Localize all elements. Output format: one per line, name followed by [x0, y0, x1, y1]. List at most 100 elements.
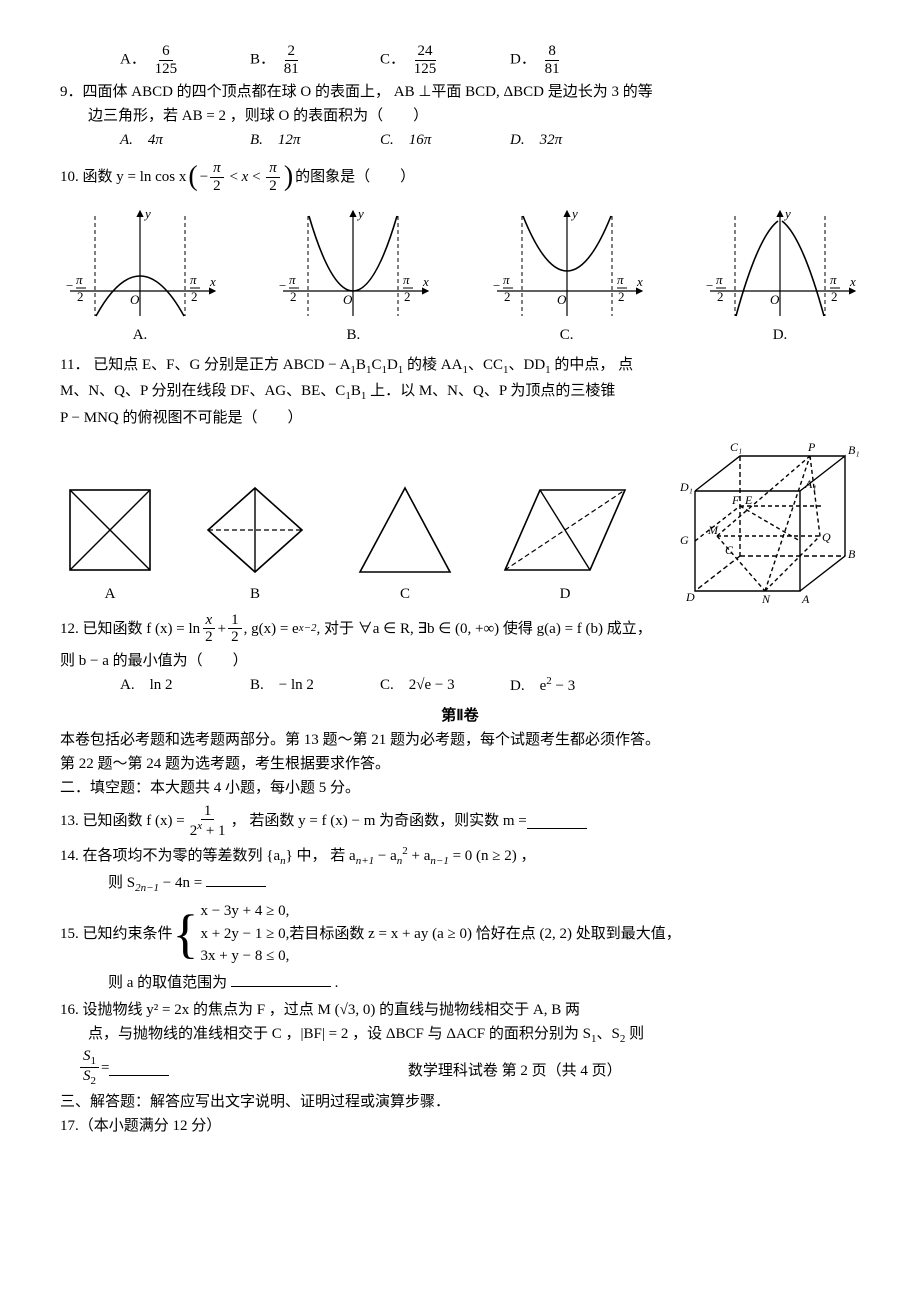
- svg-text:−: −: [279, 278, 286, 293]
- blank: [206, 871, 266, 887]
- opt-label: A．: [120, 51, 146, 67]
- svg-text:2: 2: [404, 289, 411, 304]
- q8-choices: A． 6 125 B． 2 81 C． 24 125 D． 8 81: [60, 43, 860, 77]
- svg-text:−: −: [706, 278, 713, 293]
- svg-text:M: M: [707, 523, 719, 537]
- fraction: π 2: [210, 160, 224, 194]
- part2-desc2: 第 22 题～第 24 题为选考题，考生根据要求作答。: [60, 752, 860, 776]
- svg-text:π: π: [503, 272, 510, 287]
- brace-icon: {: [173, 907, 199, 961]
- fraction: π 2: [266, 160, 280, 194]
- shape-B: [200, 480, 310, 580]
- svg-text:2: 2: [831, 289, 838, 304]
- svg-text:C: C: [725, 543, 734, 557]
- plot-B: y x O − π 2 π 2: [273, 206, 433, 321]
- part2-title: 第Ⅱ卷: [60, 704, 860, 728]
- svg-text:2: 2: [191, 289, 198, 304]
- svg-text:D: D: [685, 590, 695, 604]
- svg-text:B: B: [848, 547, 856, 561]
- label-C: C.: [560, 323, 574, 347]
- q10-panel-D: y x O − π 2 π 2 D.: [700, 206, 860, 347]
- c3: 3x + y − 8 ≤ 0,: [200, 945, 289, 968]
- svg-text:B₁: B₁: [848, 443, 860, 457]
- label-B: B: [250, 582, 260, 606]
- lt: < x <: [226, 165, 265, 189]
- plot-C: y x O − π 2 π 2: [487, 206, 647, 321]
- fraction: 6 125: [152, 43, 181, 77]
- q14-line1: 14. 在各项均不为零的等差数列 {an} 中， 若 an+1 − an2 + …: [60, 843, 860, 871]
- neg: −: [200, 165, 208, 189]
- q9-line1: 9．四面体 ABCD 的四个顶点都在球 O 的表面上， AB ⊥平面 BCD, …: [60, 80, 860, 104]
- svg-text:π: π: [403, 272, 410, 287]
- svg-text:π: π: [617, 272, 624, 287]
- part2-desc1: 本卷包括必考题和选考题两部分。第 13 题～第 21 题为必考题，每个试题考生都…: [60, 728, 860, 752]
- q9-line2: 边三角形，若 AB = 2 ，则球 O 的表面积为（ ）: [60, 104, 860, 128]
- svg-text:−: −: [66, 278, 73, 293]
- q10-panel-A: y x O − π 2 π 2 A.: [60, 206, 220, 347]
- q10-stem: 10. 函数 y = ln cos x ( − π 2 < x < π 2 ) …: [60, 155, 860, 200]
- q11-panel-D: D: [500, 480, 630, 606]
- q9-optC: C. 16π: [380, 128, 470, 152]
- blank: [109, 1060, 169, 1076]
- label-D: D: [560, 582, 571, 606]
- svg-text:2: 2: [618, 289, 625, 304]
- svg-text:x: x: [209, 274, 216, 289]
- label-D: D.: [773, 323, 788, 347]
- svg-text:2: 2: [77, 289, 84, 304]
- fraction: 1 2: [228, 612, 242, 646]
- sec2-title: 二．填空题：本大题共 4 小题，每小题 5 分。: [60, 776, 860, 800]
- svg-text:Q: Q: [822, 530, 831, 544]
- q13: 13. 已知函数 f (x) = 1 2x + 1 ， 若函数 y = f (x…: [60, 803, 860, 840]
- svg-text:2: 2: [717, 289, 724, 304]
- fraction: x 2: [202, 612, 216, 646]
- svg-text:y: y: [783, 206, 791, 221]
- q12-line2: 则 b − a 的最小值为（ ）: [60, 649, 860, 673]
- opt-label: B．: [250, 51, 275, 67]
- svg-text:E: E: [744, 493, 753, 507]
- q15: 15. 已知约束条件 { x − 3y + 4 ≥ 0, x + 2y − 1 …: [60, 900, 860, 968]
- q11-panels: A B C D: [60, 436, 860, 606]
- q16: 16. 设抛物线 y² = 2x 的焦点为 F ，过点 M (√3, 0) 的直…: [60, 998, 860, 1088]
- q11-line2: M、N、Q、P 分别在线段 DF、AG、BE、C1B1 上．以 M、N、Q、P …: [60, 379, 860, 406]
- q8-optD: D． 8 81: [510, 43, 600, 77]
- q12-optC: C. 2√e − 3: [380, 673, 470, 697]
- fraction: S1 S2: [80, 1048, 99, 1087]
- svg-text:O: O: [130, 292, 140, 307]
- svg-text:x: x: [849, 274, 856, 289]
- svg-text:O: O: [343, 292, 353, 307]
- q12-stem: 12. 已知函数 f (x) = ln x 2 + 1 2 , g(x) = e…: [60, 612, 860, 646]
- q12-optB: B. − ln 2: [250, 673, 340, 697]
- q10-pre: 10. 函数 y = ln cos x: [60, 165, 186, 189]
- fraction: 8 81: [542, 43, 563, 77]
- q11-panel-A: A: [60, 480, 160, 606]
- svg-text:C₁: C₁: [730, 440, 742, 454]
- q10-panels: y x O − π 2 π 2 A. y x O − π 2 π: [60, 206, 860, 347]
- q10-post: 的图象是（ ）: [295, 165, 415, 189]
- svg-text:π: π: [716, 272, 723, 287]
- svg-text:x: x: [422, 274, 429, 289]
- q10-panel-C: y x O − π 2 π 2 C.: [487, 206, 647, 347]
- svg-text:G: G: [680, 533, 689, 547]
- q9: 9．四面体 ABCD 的四个顶点都在球 O 的表面上， AB ⊥平面 BCD, …: [60, 80, 860, 152]
- q14: 14. 在各项均不为零的等差数列 {an} 中， 若 an+1 − an2 + …: [60, 843, 860, 897]
- shape-A: [60, 480, 160, 580]
- q10-panel-B: y x O − π 2 π 2 B.: [273, 206, 433, 347]
- opt-label: D．: [510, 51, 536, 67]
- opt-label: C．: [380, 51, 405, 67]
- label-A: A.: [133, 323, 148, 347]
- q12-choices: A. ln 2 B. − ln 2 C. 2√e − 3 D. e2 − 3: [60, 673, 860, 698]
- svg-text:D₁: D₁: [679, 480, 693, 494]
- lparen: (: [188, 155, 197, 200]
- rparen: ): [284, 155, 293, 200]
- q11-line1: 11． 已知点 E、F、G 分别是正方 ABCD − A1B1C1D1 的棱 A…: [60, 353, 860, 380]
- svg-text:π: π: [830, 272, 837, 287]
- q16-l2: 点，与抛物线的准线相交于 C ，|BF| = 2 ，设 ΔBCF 与 ΔACF …: [60, 1022, 860, 1049]
- constraint-system: { x − 3y + 4 ≥ 0, x + 2y − 1 ≥ 0, 3x + y…: [173, 900, 290, 968]
- q12-optD: D. e2 − 3: [510, 673, 600, 698]
- cube-diagram: C₁PB₁ D₁A₁ FE GMC QB DNA: [670, 436, 860, 606]
- svg-text:A₁: A₁: [804, 477, 817, 491]
- q9-optB: B. 12π: [250, 128, 340, 152]
- q11-line3: P − MNQ 的俯视图不可能是（ ）: [60, 406, 860, 430]
- q14-line2: 则 S2n−1 − 4n =: [60, 871, 860, 898]
- fraction: 2 81: [281, 43, 302, 77]
